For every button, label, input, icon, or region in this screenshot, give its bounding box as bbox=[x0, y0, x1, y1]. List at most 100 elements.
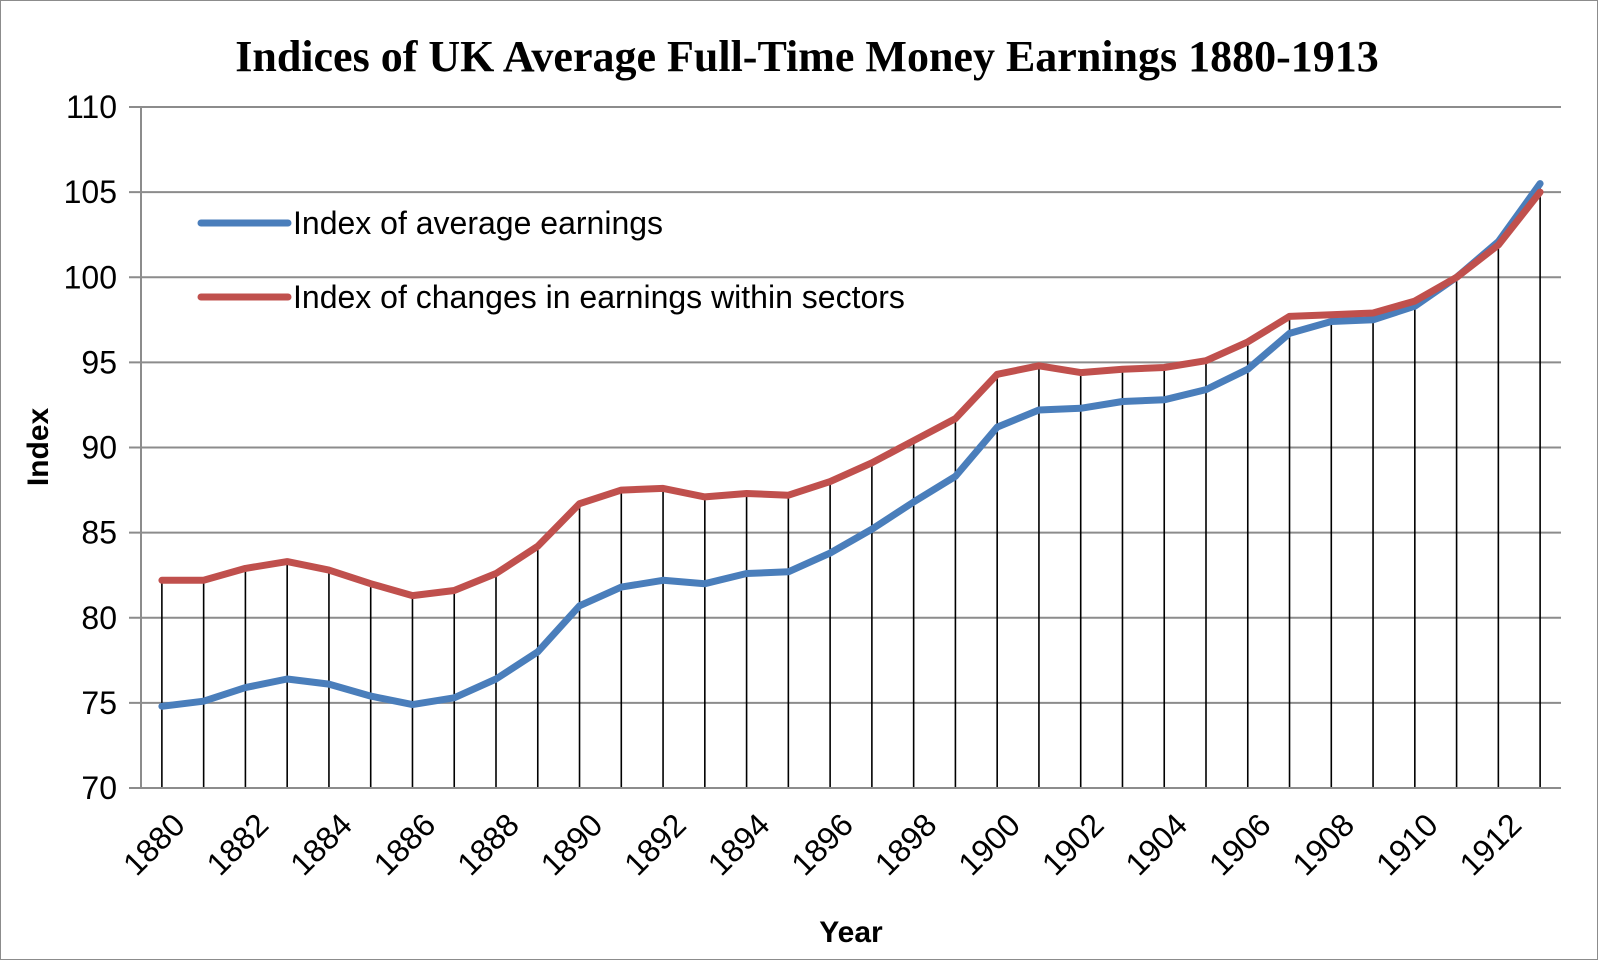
data-point-s2-1881 bbox=[203, 579, 205, 581]
data-point-s1-1909 bbox=[1372, 319, 1374, 321]
data-point-s1-1906 bbox=[1247, 368, 1249, 370]
y-tick-label-105: 105 bbox=[64, 174, 117, 210]
x-tick-label-1884: 1884 bbox=[283, 806, 359, 882]
x-axis-title: Year bbox=[819, 916, 883, 949]
data-point-s1-1887 bbox=[453, 697, 455, 699]
data-point-s2-1892 bbox=[662, 487, 664, 489]
x-tick-label-1892: 1892 bbox=[617, 806, 693, 882]
data-point-s2-1883 bbox=[286, 561, 288, 563]
y-tick-label-95: 95 bbox=[81, 344, 117, 380]
data-point-s1-1902 bbox=[1080, 407, 1082, 409]
x-axis-ticks: 1880 1882 1884 1886 1888 1890 1892 1894 1896 1898… bbox=[116, 806, 1528, 882]
data-point-s2-1882 bbox=[244, 567, 246, 569]
data-point-s2-1897 bbox=[871, 462, 873, 464]
data-point-s1-1888 bbox=[495, 678, 497, 680]
data-point-s2-1904 bbox=[1163, 366, 1165, 368]
x-tick-label-1886: 1886 bbox=[367, 806, 443, 882]
legend: Index of average earnings Index of change… bbox=[197, 205, 905, 315]
data-point-s1-1903 bbox=[1121, 401, 1123, 403]
data-point-s2-1902 bbox=[1080, 372, 1082, 374]
x-tick-label-1902: 1902 bbox=[1035, 806, 1111, 882]
x-tick-label-1900: 1900 bbox=[951, 806, 1027, 882]
data-point-s2-1880 bbox=[161, 579, 163, 581]
data-point-s1-1882 bbox=[244, 687, 246, 689]
legend-label-2: Index of changes in earnings within sect… bbox=[293, 279, 905, 315]
legend-label-1: Index of average earnings bbox=[293, 205, 663, 241]
y-axis-title: Index bbox=[22, 408, 55, 487]
data-point-s1-1890 bbox=[579, 605, 581, 607]
data-point-s2-1912 bbox=[1497, 244, 1499, 246]
data-point-s2-1889 bbox=[537, 545, 539, 547]
data-point-s1-1893 bbox=[704, 583, 706, 585]
data-point-s2-1895 bbox=[787, 494, 789, 496]
y-tick-label-70: 70 bbox=[81, 770, 117, 806]
data-point-s1-1899 bbox=[954, 475, 956, 477]
data-point-s2-1900 bbox=[996, 373, 998, 375]
data-point-s1-1892 bbox=[662, 579, 664, 581]
data-point-s1-1886 bbox=[411, 704, 413, 706]
data-point-s2-1913 bbox=[1539, 191, 1541, 193]
data-point-s2-1896 bbox=[829, 481, 831, 483]
data-point-s2-1888 bbox=[495, 572, 497, 574]
data-point-s1-1904 bbox=[1163, 399, 1165, 401]
data-point-s2-1890 bbox=[579, 503, 581, 505]
data-point-s2-1911 bbox=[1456, 276, 1458, 278]
data-point-s2-1905 bbox=[1205, 360, 1207, 362]
x-tick-label-1908: 1908 bbox=[1285, 806, 1361, 882]
x-tick-label-1904: 1904 bbox=[1118, 806, 1194, 882]
data-point-s1-1883 bbox=[286, 678, 288, 680]
y-tick-label-85: 85 bbox=[81, 515, 117, 551]
y-tick-label-100: 100 bbox=[64, 259, 117, 295]
data-point-s2-1901 bbox=[1038, 365, 1040, 367]
data-point-s1-1901 bbox=[1038, 409, 1040, 411]
data-point-s1-1896 bbox=[829, 552, 831, 554]
y-axis-ticks: 70 75 80 85 90 95 100 105 110 bbox=[64, 89, 117, 806]
data-point-s1-1881 bbox=[203, 700, 205, 702]
x-tick-label-1906: 1906 bbox=[1202, 806, 1278, 882]
data-point-s1-1907 bbox=[1289, 332, 1291, 334]
data-point-s2-1898 bbox=[913, 440, 915, 442]
data-point-s1-1898 bbox=[913, 501, 915, 503]
x-tick-label-1898: 1898 bbox=[868, 806, 944, 882]
data-point-s1-1900 bbox=[996, 426, 998, 428]
drop-lines bbox=[161, 183, 1541, 788]
y-tick-label-110: 110 bbox=[66, 89, 117, 125]
data-point-s1-1880 bbox=[161, 705, 163, 707]
data-point-s2-1885 bbox=[370, 583, 372, 585]
data-point-s2-1886 bbox=[411, 595, 413, 597]
data-point-s1-1891 bbox=[620, 586, 622, 588]
data-point-s2-1891 bbox=[620, 489, 622, 491]
data-point-s2-1906 bbox=[1247, 341, 1249, 343]
data-point-s1-1910 bbox=[1414, 305, 1416, 307]
data-point-s2-1899 bbox=[954, 418, 956, 420]
data-point-s2-1884 bbox=[328, 569, 330, 571]
axes bbox=[140, 107, 1561, 789]
data-point-s1-1895 bbox=[787, 571, 789, 573]
grid-lines bbox=[129, 106, 1561, 789]
x-tick-label-1888: 1888 bbox=[450, 806, 526, 882]
x-tick-label-1880: 1880 bbox=[116, 806, 192, 882]
data-point-s2-1903 bbox=[1121, 368, 1123, 370]
chart-title: Indices of UK Average Full-Time Money Ea… bbox=[235, 32, 1379, 81]
series-line-2 bbox=[158, 188, 1544, 600]
y-tick-label-90: 90 bbox=[81, 430, 117, 466]
data-point-s1-1908 bbox=[1330, 321, 1332, 323]
series-line-1 bbox=[158, 180, 1544, 710]
x-tick-label-1912: 1912 bbox=[1452, 806, 1528, 882]
data-point-s2-1893 bbox=[704, 496, 706, 498]
data-point-s1-1884 bbox=[328, 683, 330, 685]
data-point-s1-1894 bbox=[746, 572, 748, 574]
series-lines bbox=[158, 180, 1544, 710]
data-point-s1-1905 bbox=[1205, 389, 1207, 391]
data-point-s1-1913 bbox=[1539, 183, 1541, 185]
x-tick-label-1894: 1894 bbox=[701, 806, 777, 882]
data-point-s2-1908 bbox=[1330, 314, 1332, 316]
data-point-s1-1897 bbox=[871, 528, 873, 530]
data-point-s2-1910 bbox=[1414, 300, 1416, 302]
data-point-s1-1885 bbox=[370, 695, 372, 697]
x-tick-label-1896: 1896 bbox=[784, 806, 860, 882]
x-tick-label-1890: 1890 bbox=[534, 806, 610, 882]
data-point-s2-1909 bbox=[1372, 312, 1374, 314]
